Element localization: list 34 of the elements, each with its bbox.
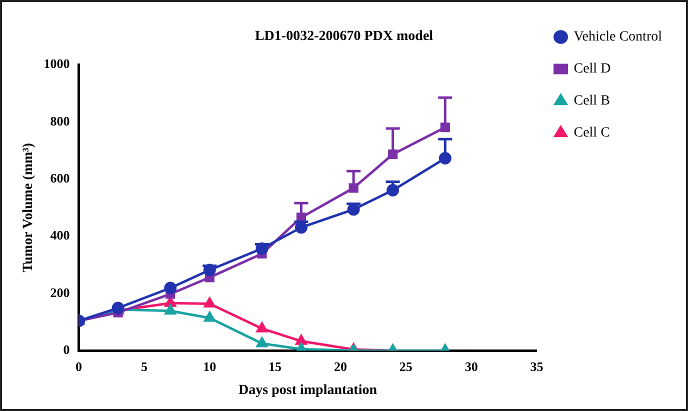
point bbox=[440, 122, 450, 132]
y-tick-label: 0 bbox=[63, 342, 70, 357]
point bbox=[204, 297, 216, 308]
point bbox=[438, 152, 452, 165]
x-tick-label: 15 bbox=[268, 358, 282, 374]
x-axis-title: Days post implantation bbox=[238, 383, 378, 398]
point bbox=[296, 342, 307, 351]
y-tick-label: 400 bbox=[50, 228, 70, 243]
y-tick-label: 600 bbox=[50, 170, 70, 186]
y-axis-title: Tumor Volume (mm³) bbox=[21, 142, 36, 272]
y-tick-label: 1000 bbox=[44, 56, 70, 72]
x-tick-label: 5 bbox=[140, 358, 148, 374]
x-tick-label: 10 bbox=[203, 358, 216, 374]
x-tick-label: 20 bbox=[334, 358, 347, 374]
x-tick-label: 25 bbox=[399, 358, 413, 374]
legend-label: Cell B bbox=[574, 94, 610, 109]
y-tick-label: 800 bbox=[50, 113, 70, 128]
point bbox=[348, 183, 358, 193]
point bbox=[204, 312, 216, 322]
point bbox=[164, 304, 176, 315]
y-tick-label: 200 bbox=[50, 284, 70, 300]
point bbox=[256, 322, 268, 332]
point bbox=[256, 337, 268, 348]
x-tick-label: 0 bbox=[76, 358, 82, 374]
chart-title: LD1-0032-200670 PDX model bbox=[254, 29, 434, 44]
point bbox=[386, 184, 400, 197]
point bbox=[296, 334, 307, 345]
x-tick-label: 35 bbox=[530, 358, 544, 374]
point bbox=[388, 149, 398, 160]
x-tick-label: 30 bbox=[464, 358, 478, 374]
legend-label: Cell C bbox=[574, 126, 610, 141]
legend-label: Cell D bbox=[574, 62, 611, 77]
point bbox=[164, 282, 177, 294]
legend-label: Vehicle Control bbox=[574, 30, 662, 45]
